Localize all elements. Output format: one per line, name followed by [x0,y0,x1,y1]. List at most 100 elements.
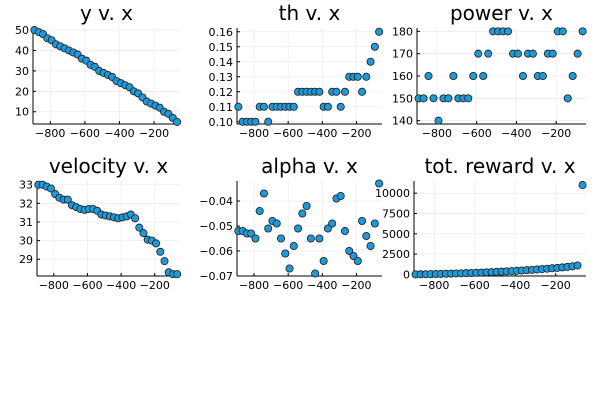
y-tick-label: 50 [15,24,29,37]
data-point [424,72,433,81]
data-point [294,224,303,233]
data-point [362,72,371,81]
data-point [63,195,72,204]
data-point [538,72,547,81]
y-tick-label: 150 [392,92,413,105]
y-tick-label: 30 [15,65,29,78]
y-tick-label: 0.12 [209,86,234,99]
y-tick-label: 0.15 [209,41,234,54]
data-point [323,102,332,111]
data-point [315,87,324,96]
data-point [353,256,362,265]
data-point [173,270,182,279]
data-point [131,214,140,223]
data-point [277,234,286,243]
data-point [251,117,260,126]
y-tick-label: 40 [15,44,29,57]
data-point [345,246,354,255]
chart-title: power v. x [450,1,553,25]
y-tick-label: 32 [19,197,33,210]
y-tick-label: −0.05 [199,220,233,233]
x-tick-label: −400 [104,127,134,140]
data-point [298,209,307,218]
data-point [474,49,483,58]
y-tick-label: 30 [19,235,33,248]
data-point [366,241,375,250]
x-tick-label: −600 [72,279,102,292]
data-point [302,201,311,210]
data-point [135,223,144,232]
x-tick-label: −400 [501,127,531,140]
x-tick-label: −600 [273,279,303,292]
data-point [255,206,264,215]
data-point [419,94,428,103]
x-tick-label: −400 [307,127,337,140]
x-tick-label: −800 [239,279,269,292]
y-tick-label: 0.10 [209,116,234,129]
data-point [272,219,281,228]
data-point [366,57,375,66]
y-tick-label: −0.04 [199,195,233,208]
y-tick-label: 29 [19,253,33,266]
data-point [152,239,161,248]
data-point [484,49,493,58]
data-point [434,116,443,125]
data-point [315,234,324,243]
y-tick-label: −0.06 [199,245,233,258]
data-point [469,72,478,81]
x-tick-label: −800 [422,127,452,140]
y-tick-label: 0 [403,268,410,281]
data-point [332,87,341,96]
chart-title: tot. reward v. x [424,154,575,178]
data-point [340,226,349,235]
data-point [264,224,273,233]
data-point [234,102,243,111]
x-tick-label: −600 [273,127,303,140]
data-point [281,249,290,258]
data-point [578,181,587,190]
chart-title: alpha v. x [261,154,358,178]
data-point [504,27,513,36]
x-tick-label: −200 [140,279,170,292]
data-point [429,94,438,103]
data-point [306,234,315,243]
y-tick-label: 140 [392,115,413,128]
subplot-6: −800 −600 −400 −200 0 2500 5000 7500 10000 tot. r… [375,154,587,292]
y-tick-label: 180 [392,25,413,38]
data-point [46,184,55,193]
data-point [319,256,328,265]
data-point [289,241,298,250]
chart-title: y v. x [80,1,133,25]
data-point [259,189,268,198]
data-point [358,87,367,96]
y-tick-label: 0.16 [209,26,234,39]
y-tick-label: 10000 [375,187,410,200]
x-tick-label: −800 [419,279,449,292]
data-point [568,72,577,81]
data-point [479,72,488,81]
data-point [358,216,367,225]
data-point [528,49,537,58]
data-point [558,27,567,36]
x-tick-label: −200 [541,127,571,140]
subplot-1: −800 −600 −400 −200 10 20 30 40 50 y v. x [15,1,182,140]
x-tick-label: −800 [39,279,69,292]
data-point [285,264,294,273]
data-point [518,72,527,81]
subplot-2: −800 −600 −400 −200 0.10 0.11 0.12 0.13 0.14 0.15… [209,1,384,140]
data-point [336,102,345,111]
y-tick-label: 0.13 [209,71,234,84]
x-tick-label: −600 [460,279,490,292]
data-point [370,42,379,51]
y-tick-label: 160 [392,70,413,83]
y-tick-label: −0.07 [199,270,233,283]
subplot-5: −800 −600 −400 −200 −0.07 −0.06 −0.05 −0.04 alph… [199,154,384,292]
data-point [139,229,148,238]
x-tick-label: −600 [70,127,100,140]
x-tick-label: −400 [106,279,136,292]
x-tick-label: −800 [239,127,269,140]
data-point [311,269,320,278]
data-point [336,191,345,200]
y-tick-label: 20 [15,85,29,98]
y-tick-label: 0.11 [209,101,234,114]
